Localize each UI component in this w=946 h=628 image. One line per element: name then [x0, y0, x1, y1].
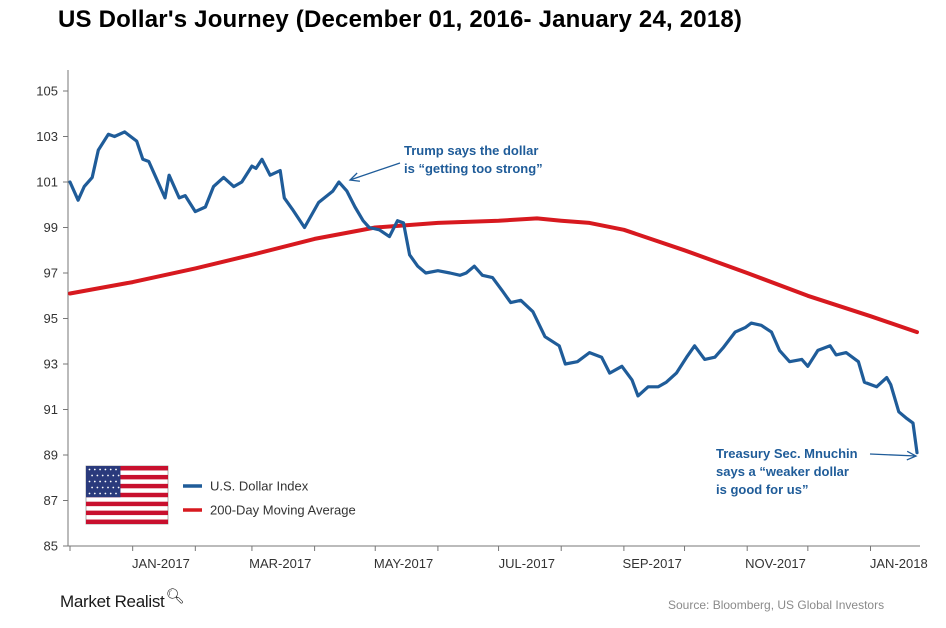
- y-tick-label: 105: [36, 84, 58, 99]
- legend-label: U.S. Dollar Index: [210, 479, 309, 494]
- flag-star: [109, 468, 112, 471]
- y-tick-label: 99: [44, 220, 58, 235]
- flag-star: [117, 474, 120, 477]
- flag-star: [88, 480, 91, 483]
- flag-star: [88, 468, 91, 471]
- annotation-arrow-mnuchin: [869, 453, 917, 457]
- flag-stripe: [86, 466, 168, 471]
- series-line-us-dollar-index: [68, 130, 919, 455]
- flag-star: [93, 468, 96, 471]
- brand-logo: Market Realist🔍︎: [60, 588, 184, 612]
- flag-star: [104, 468, 107, 471]
- flag-star: [93, 480, 96, 483]
- flag-star: [91, 474, 93, 477]
- flag-canton: [86, 466, 121, 498]
- annotation-trump-line: is “getting too strong”: [404, 161, 543, 176]
- x-tick-label: MAY-2017: [374, 556, 433, 571]
- y-tick-label: 97: [44, 266, 58, 281]
- flag-stripe: [86, 519, 168, 524]
- flag-stripe: [86, 510, 168, 516]
- flag-star: [93, 492, 96, 495]
- y-tick-label: 101: [36, 175, 58, 190]
- flag-star: [99, 468, 101, 471]
- flag-star: [109, 480, 112, 483]
- annotation-arrow-mnuchin-head: [906, 450, 918, 461]
- flag-star: [91, 486, 93, 489]
- flag-star: [99, 492, 101, 495]
- annotation-mnuchin-line: Treasury Sec. Mnuchin: [716, 446, 858, 461]
- x-tick-label: SEP-2017: [623, 556, 682, 571]
- flag-stripe: [86, 501, 168, 507]
- flag-star: [107, 486, 109, 489]
- flag-star: [115, 468, 117, 471]
- flag-star: [109, 492, 112, 495]
- source-note: Source: Bloomberg, US Global Investors: [668, 598, 885, 612]
- chart-title: US Dollar's Journey (December 01, 2016- …: [58, 6, 743, 33]
- annotation-mnuchin-line: is good for us”: [716, 482, 808, 497]
- x-tick-label: JUL-2017: [499, 556, 555, 571]
- x-tick-label: JAN-2017: [132, 556, 190, 571]
- y-tick-label: 87: [44, 493, 58, 508]
- flag-star: [99, 480, 101, 483]
- y-tick-label: 103: [36, 129, 58, 144]
- flag-star: [88, 492, 91, 495]
- annotation-arrow-trump: [349, 162, 401, 181]
- flag-star: [104, 492, 107, 495]
- y-tick-label: 89: [44, 448, 58, 463]
- y-tick-label: 95: [44, 311, 58, 326]
- annotation-arrow-trump-head: [348, 172, 361, 182]
- y-tick-label: 85: [44, 539, 58, 554]
- flag-stripe: [86, 483, 168, 489]
- flag-stripe: [86, 474, 168, 480]
- flag-star: [104, 480, 107, 483]
- flag-star: [107, 474, 109, 477]
- us-flag-icon: [85, 465, 169, 525]
- y-tick-label: 93: [44, 357, 58, 372]
- annotation-mnuchin-line: says a “weaker dollar: [716, 464, 849, 479]
- y-tick-label: 91: [44, 402, 58, 417]
- flag-star: [117, 486, 120, 489]
- flag-star: [96, 486, 99, 489]
- series-line-200-day-moving-average: [68, 216, 919, 335]
- legend-label: 200-Day Moving Average: [210, 503, 356, 518]
- x-tick-label: JAN-2018: [870, 556, 928, 571]
- flag-star: [112, 474, 115, 477]
- annotation-trump-line: Trump says the dollar: [404, 143, 538, 158]
- x-tick-label: MAR-2017: [249, 556, 311, 571]
- flag-star: [115, 492, 117, 495]
- x-tick-label: NOV-2017: [745, 556, 806, 571]
- brand-name: Market Realist: [60, 592, 165, 611]
- flag-stripe: [86, 492, 168, 498]
- flag-star: [115, 480, 117, 483]
- flag-star: [101, 474, 104, 477]
- flag-star: [96, 474, 99, 477]
- magnifier-icon: 🔍︎: [165, 588, 185, 605]
- flag-star: [112, 486, 115, 489]
- flag-star: [101, 486, 104, 489]
